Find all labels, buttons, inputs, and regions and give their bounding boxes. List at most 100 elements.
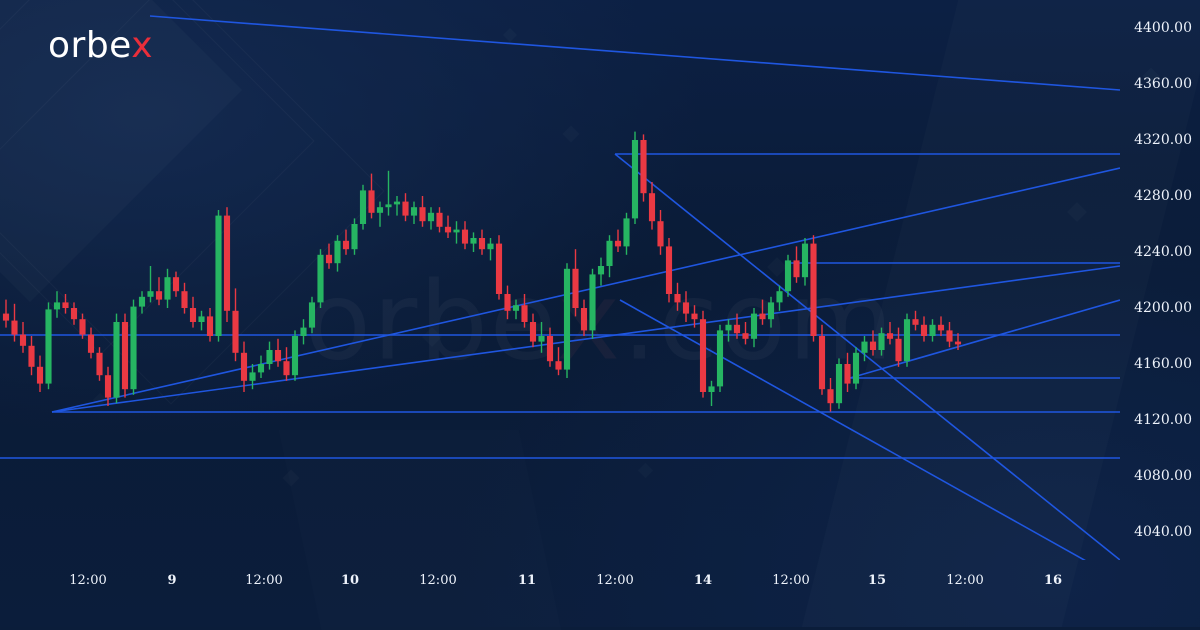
candle-body (478, 238, 486, 250)
candle-body (563, 268, 571, 370)
candle-body (572, 268, 579, 308)
candle-body (742, 333, 749, 339)
candle-body (716, 330, 724, 387)
price-tick-label: 4080.00 (1134, 468, 1192, 484)
time-tick-label: 9 (167, 573, 177, 588)
candle-body (96, 352, 103, 376)
candle-body (274, 350, 282, 362)
candle-body (436, 212, 443, 227)
candle-body (53, 302, 61, 310)
candle-body (121, 322, 129, 390)
time-tick-label: 12:00 (596, 573, 634, 588)
candle-body (580, 308, 588, 331)
candle-body (640, 140, 647, 194)
candle-body (266, 350, 273, 364)
candle-body (733, 324, 741, 334)
candle-body (623, 218, 630, 247)
candle-body (317, 254, 324, 303)
logo-accent-x: x (131, 25, 154, 66)
candle-body (419, 207, 426, 222)
price-tick-label: 4360.00 (1134, 76, 1192, 92)
candle-body (283, 361, 290, 376)
candle-body (512, 305, 520, 311)
time-tick-label: 12:00 (419, 573, 457, 588)
candle-group (2, 131, 962, 412)
candle-body (895, 338, 902, 362)
candle-body (461, 229, 469, 244)
price-axis: 4400.00 4360.00 4320.00 4280.00 4240.00 4200.… (1120, 0, 1200, 560)
time-tick-label: 16 (1043, 573, 1063, 588)
time-tick-label: 12:00 (946, 573, 984, 588)
candle-body (28, 345, 35, 367)
candle-body (257, 364, 265, 373)
candle-body (291, 336, 299, 376)
candle-body (427, 212, 435, 222)
candle-body (19, 334, 27, 346)
candle-body (699, 319, 707, 392)
candle-body (920, 324, 928, 336)
price-tick-label: 4120.00 (1134, 412, 1192, 428)
trendline (51, 167, 1120, 413)
candle-body (36, 366, 44, 384)
candle-body (682, 302, 690, 314)
candle-body (215, 215, 222, 336)
trendline (149, 15, 1120, 91)
candle-body (453, 229, 460, 233)
time-tick-label: 15 (867, 573, 887, 588)
candle-body (113, 322, 120, 398)
candle-body (189, 308, 197, 322)
candle-body (810, 243, 817, 336)
time-tick-label: 12:00 (245, 573, 283, 588)
candle-body (444, 226, 452, 233)
candle-body (410, 207, 418, 216)
candle-body (878, 333, 885, 350)
candle-body (861, 341, 868, 353)
candle-body (342, 240, 350, 250)
price-tick-label: 4200.00 (1134, 300, 1192, 316)
candle-body (759, 313, 766, 320)
candle-body (946, 330, 953, 342)
watermark-main: orbe (305, 260, 557, 385)
candle-body (903, 319, 911, 362)
price-tick-label: 4280.00 (1134, 188, 1192, 204)
candle-body (929, 324, 936, 336)
time-tick-label: 11 (517, 573, 537, 588)
candle-body (325, 254, 333, 264)
price-tick-label: 4160.00 (1134, 356, 1192, 372)
candle-body (359, 190, 367, 224)
candle-body (538, 336, 545, 342)
candle-body (708, 386, 715, 392)
candle-body (767, 302, 775, 320)
candle-body (155, 291, 163, 300)
candle-body (546, 336, 554, 362)
candle-body (657, 221, 664, 247)
candle-body (776, 291, 783, 303)
candle-body (385, 204, 392, 208)
candle-body (521, 305, 528, 322)
candle-body (172, 277, 180, 292)
candle-body (62, 302, 69, 308)
candle-body (240, 352, 248, 381)
candle-body (138, 296, 146, 307)
candle-body (164, 277, 171, 300)
candle-body (937, 324, 945, 331)
orbex-logo: orbex (48, 28, 153, 64)
candle-body (70, 308, 78, 320)
trendline (51, 265, 1120, 413)
candle-body (504, 294, 511, 311)
candle-body (376, 207, 384, 213)
chart-canvas (0, 15, 1120, 560)
candle-body (835, 364, 843, 404)
candle-body (665, 246, 673, 294)
candle-body (954, 341, 962, 345)
candle-body (784, 260, 792, 292)
price-tick-label: 4040.00 (1134, 524, 1192, 540)
candle-body (648, 193, 656, 222)
candle-body (852, 352, 860, 384)
candle-body (487, 243, 494, 250)
candle-body (402, 201, 409, 216)
candle-body (198, 316, 205, 322)
candle-body (368, 190, 375, 213)
candle-body (130, 306, 137, 390)
